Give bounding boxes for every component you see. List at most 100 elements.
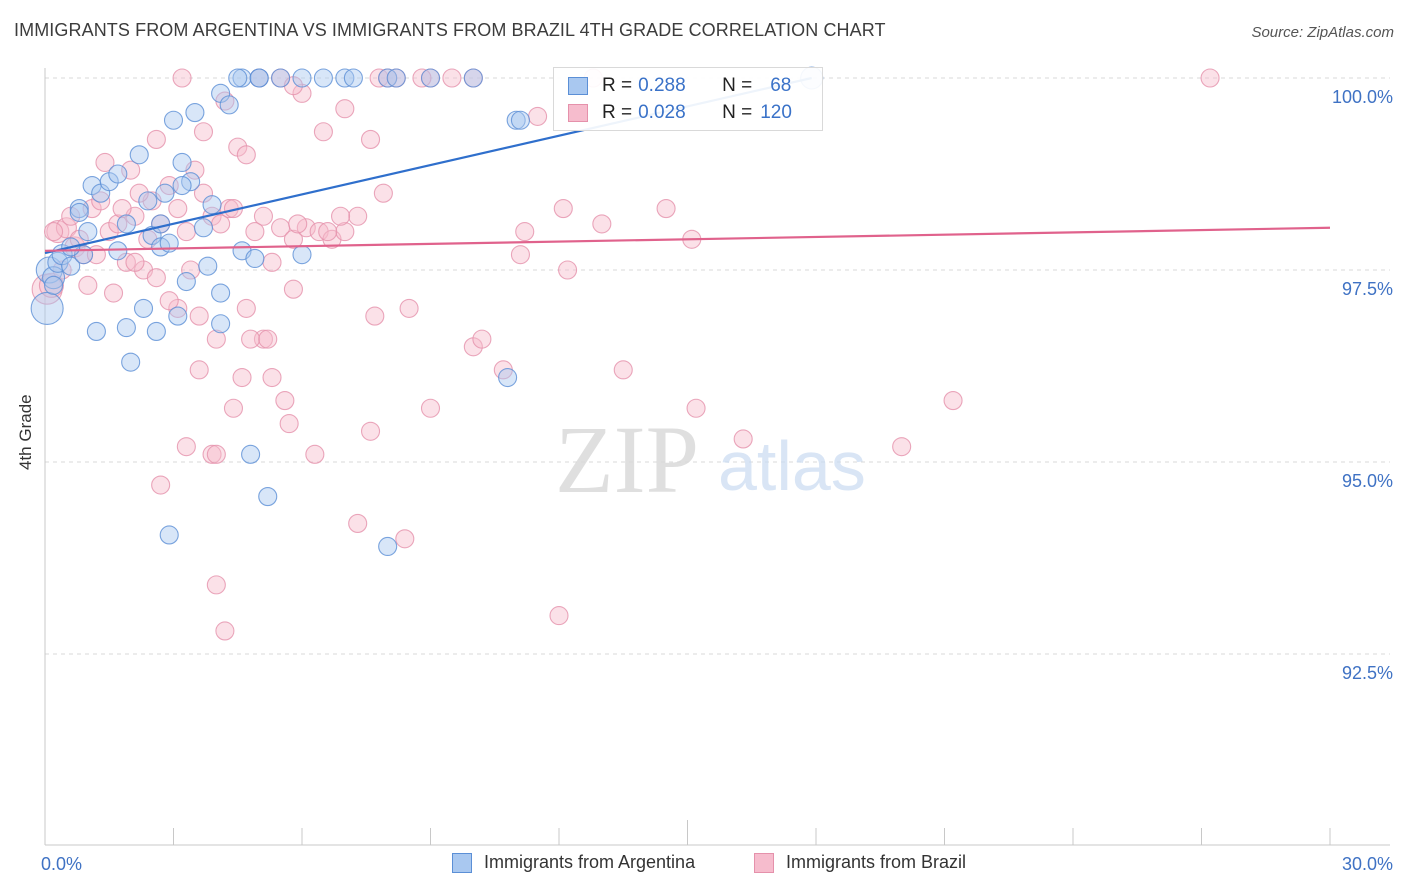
point-brazil <box>420 398 441 418</box>
legend-n-value-brazil: 120 <box>760 102 792 123</box>
y-tick-label: 97.5% <box>1342 279 1393 299</box>
point-brazil <box>125 252 145 272</box>
point-argentina <box>121 352 141 372</box>
chart-title: IMMIGRANTS FROM ARGENTINA VS IMMIGRANTS … <box>14 20 886 40</box>
legend-r-label: R = <box>602 102 633 123</box>
point-brazil <box>38 272 64 298</box>
point-brazil <box>686 398 706 418</box>
point-argentina <box>176 271 196 292</box>
point-brazil <box>262 252 282 272</box>
bottom-legend-brazil: Immigrants from Brazil <box>754 852 966 873</box>
point-brazil <box>553 199 573 219</box>
point-argentina <box>506 110 526 130</box>
axes <box>44 68 1390 846</box>
point-argentina <box>211 314 231 334</box>
point-brazil <box>275 391 295 411</box>
point-argentina <box>258 487 278 507</box>
point-brazil <box>335 222 355 242</box>
point-brazil <box>549 606 569 626</box>
point-brazil <box>189 360 209 380</box>
point-argentina <box>498 367 518 388</box>
point-brazil <box>399 298 419 318</box>
source-label: Source: ZipAtlas.com <box>1251 24 1394 41</box>
point-brazil <box>236 298 256 318</box>
point-brazil <box>1200 68 1220 88</box>
bottom-legend-label-argentina: Immigrants from Argentina <box>484 852 696 872</box>
y-tick-labels: 92.5% 95.0% 97.5% 100.0% <box>1332 87 1393 683</box>
point-brazil <box>892 437 912 457</box>
point-brazil <box>206 444 226 464</box>
point-brazil <box>365 306 385 326</box>
point-brazil <box>103 283 124 303</box>
point-argentina <box>245 248 265 269</box>
point-argentina <box>116 214 136 234</box>
legend-row-argentina: R = 0.288 N = 68 <box>568 74 791 98</box>
point-argentina <box>30 291 64 325</box>
point-argentina <box>292 245 312 265</box>
stats-legend: R = 0.288 N = 68 R = 0.028 N = 120 <box>553 67 823 131</box>
point-brazil <box>232 367 252 388</box>
legend-swatch-argentina <box>568 77 588 95</box>
point-brazil <box>283 229 303 249</box>
point-brazil <box>613 360 633 380</box>
point-argentina <box>343 68 363 88</box>
point-brazil <box>121 160 141 180</box>
point-argentina <box>228 68 248 88</box>
point-brazil <box>168 199 188 219</box>
point-brazil <box>241 329 261 349</box>
point-argentina <box>163 110 184 130</box>
point-brazil <box>262 367 282 388</box>
point-brazil <box>215 621 235 641</box>
point-brazil <box>558 260 578 280</box>
point-argentina <box>138 191 158 211</box>
watermark-atlas: atlas <box>718 427 866 505</box>
trend-line-brazil <box>44 226 1331 252</box>
series-brazil-points <box>31 68 1220 641</box>
point-brazil <box>245 222 265 242</box>
point-brazil <box>258 329 278 349</box>
point-argentina <box>271 68 291 88</box>
point-brazil <box>592 214 612 234</box>
point-brazil <box>515 222 535 242</box>
point-brazil <box>95 152 115 173</box>
point-argentina <box>219 95 239 115</box>
legend-n-label: N = <box>722 102 753 123</box>
point-brazil <box>313 122 333 142</box>
point-argentina <box>185 103 205 123</box>
bottom-legend-argentina: Immigrants from Argentina <box>452 852 695 873</box>
legend-n-value-argentina: 68 <box>770 75 792 96</box>
point-brazil <box>528 106 548 126</box>
point-brazil <box>206 575 226 595</box>
point-argentina <box>172 152 192 173</box>
point-argentina <box>463 68 483 88</box>
point-argentina <box>133 298 154 318</box>
legend-n-label: N = <box>722 75 753 96</box>
point-argentina <box>211 283 231 303</box>
point-argentina <box>108 164 128 184</box>
point-brazil <box>176 437 196 457</box>
point-brazil <box>55 217 77 239</box>
point-brazil <box>202 444 222 464</box>
point-brazil <box>279 414 299 434</box>
point-brazil <box>159 291 179 311</box>
point-argentina <box>510 110 531 130</box>
bottom-legend-label-brazil: Immigrants from Brazil <box>786 852 967 872</box>
point-brazil <box>146 129 166 149</box>
point-brazil <box>395 529 415 549</box>
point-brazil <box>656 199 676 219</box>
point-brazil <box>348 513 368 533</box>
watermark-zip: ZIP <box>555 406 699 513</box>
point-argentina <box>108 241 128 261</box>
legend-row-brazil: R = 0.028 N = 120 <box>568 101 792 125</box>
point-brazil <box>176 222 196 242</box>
series-argentina-points <box>30 66 824 557</box>
point-brazil <box>91 191 111 211</box>
point-argentina <box>193 218 214 238</box>
point-brazil <box>112 199 132 219</box>
point-brazil <box>348 206 368 226</box>
point-brazil <box>373 183 393 203</box>
legend-r-value-brazil: 0.028 <box>638 102 686 123</box>
gridlines <box>45 77 1390 655</box>
point-argentina <box>155 183 175 203</box>
